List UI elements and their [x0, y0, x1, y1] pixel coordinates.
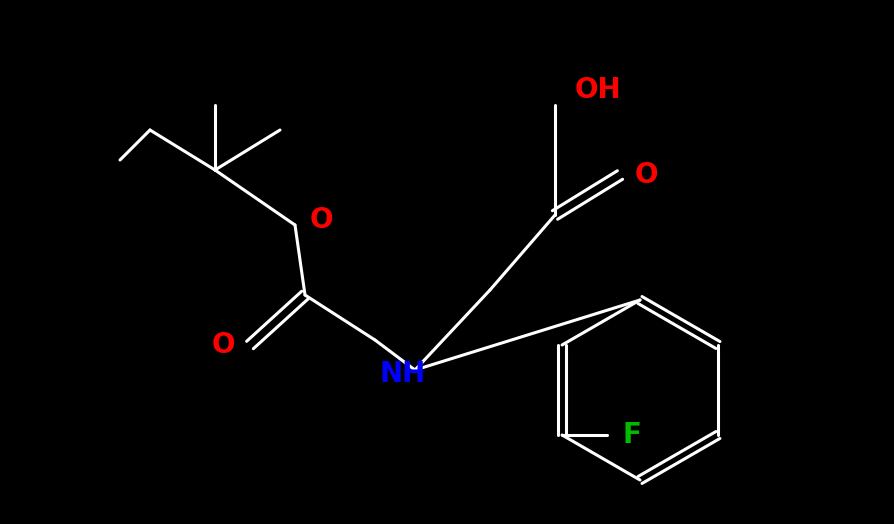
Text: O: O: [634, 161, 658, 189]
Text: NH: NH: [380, 360, 426, 388]
Text: O: O: [211, 331, 235, 359]
Text: O: O: [309, 206, 333, 234]
Text: OH: OH: [574, 76, 621, 104]
Text: F: F: [621, 421, 640, 449]
